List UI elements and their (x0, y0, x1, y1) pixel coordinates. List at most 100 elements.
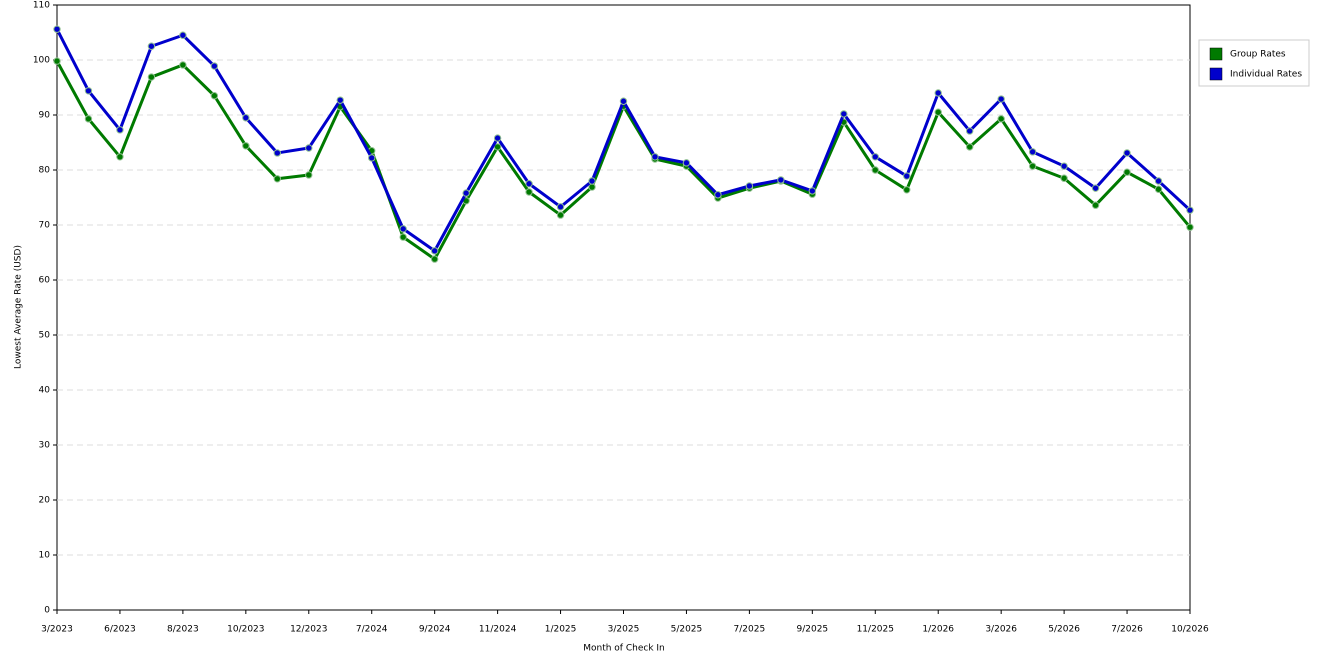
data-point (336, 96, 344, 104)
data-point (588, 183, 596, 191)
data-point (1091, 201, 1100, 209)
x-tick-label: 11/2024 (479, 625, 517, 635)
data-point (210, 92, 219, 100)
data-point (273, 149, 282, 157)
data-point (210, 62, 219, 70)
data-point (305, 171, 313, 179)
y-tick-label: 100 (33, 56, 50, 66)
data-point (305, 144, 313, 152)
data-point (179, 61, 187, 69)
data-point (651, 153, 659, 161)
data-point (53, 57, 61, 65)
x-tick-label: 1/2026 (922, 625, 954, 635)
data-point (997, 95, 1005, 103)
data-point (399, 225, 407, 233)
legend-swatch (1209, 67, 1223, 81)
legend-swatch (1209, 47, 1223, 61)
data-point (493, 134, 502, 142)
data-point (619, 97, 628, 105)
data-point (116, 153, 124, 161)
data-point (871, 153, 879, 161)
x-tick-label: 3/2026 (985, 625, 1017, 635)
data-point (273, 175, 282, 183)
data-point (147, 42, 156, 50)
data-point (493, 143, 502, 151)
y-axis-title: Lowest Average Rate (USD) (14, 245, 24, 369)
data-point (556, 203, 565, 211)
y-tick-label: 60 (39, 276, 51, 286)
y-tick-label: 30 (39, 441, 51, 451)
y-tick-label: 70 (39, 221, 51, 231)
data-point (965, 143, 974, 151)
x-tick-label: 5/2026 (1048, 625, 1080, 635)
data-point (84, 87, 93, 95)
data-point (1186, 223, 1194, 231)
y-tick-label: 40 (39, 386, 51, 396)
data-point (242, 142, 250, 150)
data-point (1154, 177, 1163, 185)
x-tick-label: 1/2025 (545, 625, 577, 635)
data-point (682, 159, 691, 167)
x-tick-label: 10/2026 (1171, 625, 1209, 635)
x-tick-label: 10/2023 (227, 625, 264, 635)
y-tick-label: 110 (33, 1, 50, 11)
x-tick-label: 7/2025 (734, 625, 766, 635)
x-tick-label: 9/2025 (796, 625, 828, 635)
data-point (903, 186, 911, 194)
y-tick-label: 80 (39, 166, 51, 176)
data-point (399, 233, 407, 241)
y-tick-label: 0 (44, 606, 50, 616)
data-point (84, 115, 93, 123)
data-point (1123, 168, 1131, 176)
x-tick-label: 8/2023 (167, 625, 199, 635)
x-tick-label: 3/2023 (41, 625, 73, 635)
data-point (53, 25, 61, 33)
x-tick-label: 6/2023 (104, 625, 136, 635)
data-point (1091, 184, 1100, 192)
data-point (556, 211, 565, 219)
data-point (1060, 174, 1068, 182)
x-tick-label: 12/2023 (290, 625, 327, 635)
plot-frame (56, 4, 1191, 611)
data-point (1060, 162, 1068, 170)
data-point (1186, 206, 1194, 214)
data-point (525, 188, 533, 196)
series-line (55, 60, 1192, 261)
data-point (745, 182, 754, 190)
data-point (525, 180, 533, 188)
data-point (808, 187, 817, 195)
data-point (871, 166, 879, 174)
data-point (934, 108, 942, 116)
data-point (903, 172, 911, 180)
data-point (1123, 149, 1131, 157)
x-tick-label: 7/2026 (1111, 625, 1143, 635)
x-axis-title: Month of Check In (583, 644, 665, 654)
y-tick-label: 10 (39, 551, 51, 561)
x-tick-label: 7/2024 (356, 625, 388, 635)
data-point (965, 127, 974, 135)
data-point (242, 114, 250, 122)
data-point (430, 255, 439, 263)
x-tick-label: 11/2025 (857, 625, 894, 635)
data-point (1154, 185, 1163, 193)
legend-label: Group Rates (1230, 50, 1286, 60)
data-point (934, 89, 942, 97)
data-point (1028, 162, 1037, 170)
y-tick-label: 50 (39, 331, 51, 341)
data-point (714, 191, 722, 199)
x-tick-label: 9/2024 (419, 625, 451, 635)
data-point (116, 126, 124, 134)
data-point (997, 115, 1005, 123)
data-point (588, 177, 596, 185)
series-line (55, 28, 1192, 253)
data-point (462, 189, 470, 197)
y-tick-label: 20 (39, 496, 51, 506)
data-point (1028, 148, 1037, 156)
data-point (179, 31, 187, 39)
data-point (368, 154, 376, 162)
data-point (430, 247, 439, 255)
legend-label: Individual Rates (1230, 70, 1302, 80)
x-tick-label: 3/2025 (608, 625, 640, 635)
data-point (840, 110, 848, 118)
